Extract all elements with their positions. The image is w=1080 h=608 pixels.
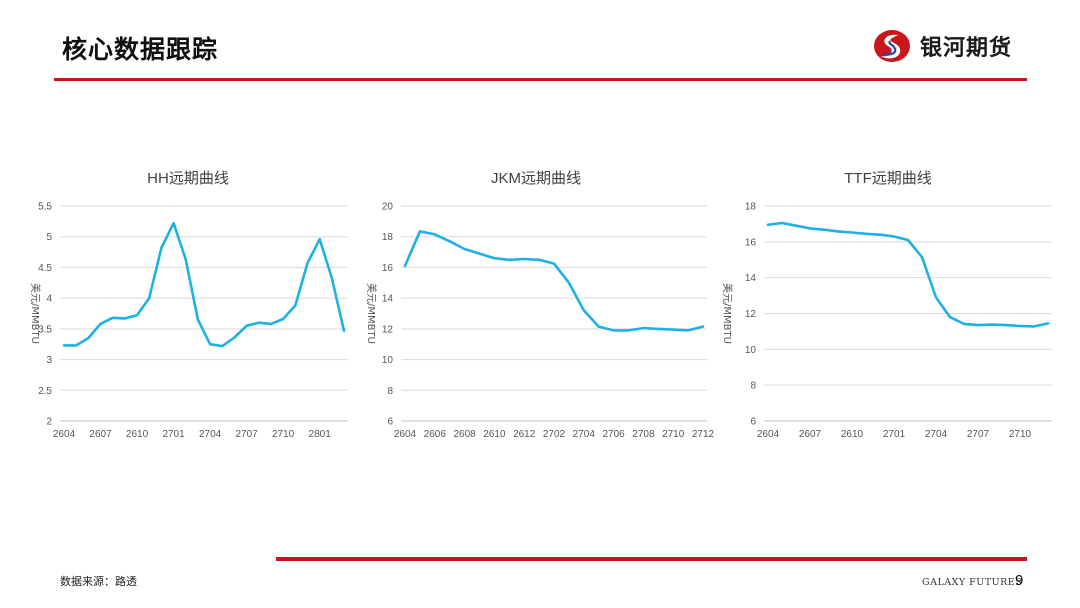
x-tick-label: 2604 (757, 429, 780, 440)
x-tick-label: 2707 (967, 429, 990, 440)
y-tick-label: 2 (46, 417, 52, 428)
data-source: 数据来源：路透 (60, 575, 137, 588)
y-tick-label: 2.5 (38, 386, 52, 397)
footer-brand: GALAXY FUTURES (922, 577, 1023, 588)
y-axis-label: 美元/MMBTU (721, 283, 734, 344)
x-tick-label: 2606 (424, 429, 447, 440)
y-tick-label: 6 (387, 417, 393, 428)
x-tick-label: 2604 (394, 429, 417, 440)
logo: 银河期货 (872, 28, 1012, 64)
chart-2: JKM远期曲线 6 8 10 12 14 16 18 20 2604 2606 2608 2610 261… (365, 170, 715, 440)
y-tick-label: 10 (382, 355, 394, 366)
series-line (403, 230, 705, 332)
x-tick-label: 2608 (453, 429, 476, 440)
x-tick-label: 2704 (199, 429, 222, 440)
chart-1: HH远期曲线 2 2.5 3 3.5 4 4.5 5 5.5 2604 2607 2610 2701 27… (29, 170, 348, 440)
logo-text: 银河期货 (920, 36, 1013, 61)
y-axis-label: 美元/MMBTU (29, 283, 42, 344)
y-tick-label: 20 (382, 202, 394, 213)
y-tick-label: 5 (46, 232, 52, 243)
y-tick-label: 18 (382, 232, 394, 243)
x-tick-label: 2701 (883, 429, 906, 440)
y-tick-label: 8 (750, 381, 756, 392)
y-tick-label: 12 (745, 309, 757, 320)
x-tick-label: 2702 (543, 429, 566, 440)
x-tick-label: 2712 (692, 429, 715, 440)
y-tick-label: 18 (745, 202, 757, 213)
x-tick-label: 2610 (841, 429, 864, 440)
series-line (62, 221, 346, 348)
footer-divider (276, 557, 1027, 561)
y-tick-label: 16 (745, 237, 757, 248)
x-tick-label: 2604 (53, 429, 76, 440)
x-tick-label: 2704 (573, 429, 596, 440)
forward-curve-charts: HH远期曲线 2 2.5 3 3.5 4 4.5 5 5.5 2604 2607 2610 2701 27… (29, 170, 1052, 440)
x-tick-label: 2710 (1009, 429, 1032, 440)
x-tick-label: 2707 (235, 429, 258, 440)
x-tick-label: 2801 (309, 429, 332, 440)
x-tick-label: 2706 (602, 429, 625, 440)
y-axis-label: 美元/MMBTU (365, 283, 378, 344)
y-tick-label: 3 (46, 355, 52, 366)
x-tick-label: 2612 (513, 429, 536, 440)
x-tick-label: 2610 (126, 429, 149, 440)
y-tick-label: 14 (382, 294, 394, 305)
chart-title: TTF远期曲线 (844, 170, 932, 187)
y-tick-label: 4 (46, 294, 52, 305)
y-tick-label: 16 (382, 263, 394, 274)
x-tick-label: 2607 (799, 429, 822, 440)
x-tick-label: 2704 (925, 429, 948, 440)
galaxy-logo-icon (874, 30, 910, 62)
chart-3: TTF远期曲线 6 8 10 12 14 16 18 2604 2607 2610 2701 2704 2… (721, 170, 1052, 440)
y-tick-label: 12 (382, 324, 394, 335)
x-tick-label: 2710 (272, 429, 295, 440)
series-line (766, 221, 1050, 328)
y-tick-label: 6 (750, 417, 756, 428)
chart-title: HH远期曲线 (147, 170, 229, 187)
y-tick-label: 10 (745, 345, 757, 356)
y-tick-label: 4.5 (38, 263, 52, 274)
x-tick-label: 2701 (162, 429, 185, 440)
y-tick-label: 8 (387, 386, 393, 397)
y-tick-label: 5.5 (38, 202, 52, 213)
header-divider (54, 78, 1027, 81)
page-number: 9 (1015, 572, 1024, 589)
x-tick-label: 2710 (662, 429, 685, 440)
y-tick-label: 14 (745, 273, 757, 284)
y-tick-label: 3.5 (38, 324, 52, 335)
page-title: 核心数据跟踪 (62, 35, 219, 64)
x-tick-label: 2708 (632, 429, 655, 440)
chart-title: JKM远期曲线 (491, 170, 581, 187)
x-tick-label: 2610 (483, 429, 506, 440)
x-tick-label: 2607 (89, 429, 112, 440)
